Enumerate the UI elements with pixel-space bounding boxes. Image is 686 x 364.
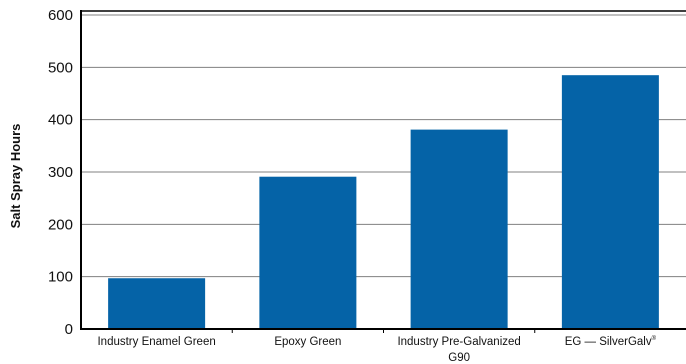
y-tick-label: 200: [48, 216, 73, 233]
y-tick-label: 600: [48, 7, 73, 24]
y-tick-label: 500: [48, 59, 73, 76]
bar: [410, 129, 508, 329]
y-tick-label: 100: [48, 269, 73, 286]
x-category-label: Epoxy Green: [274, 336, 341, 348]
y-tick-labels: 0 100 200 300 400 500 600: [48, 7, 73, 338]
y-tick-label: 400: [48, 112, 73, 129]
x-category-label: EG — SilverGalv®: [565, 335, 657, 348]
bar: [108, 278, 206, 329]
bar: [561, 75, 659, 329]
y-axis-label: Salt Spray Hours: [8, 124, 23, 229]
x-category-label: Industry Enamel Green: [97, 336, 215, 348]
y-tick-label: 0: [65, 321, 73, 338]
bars: [108, 75, 659, 329]
category-labels: Industry Enamel Green Epoxy Green Industry…: [97, 335, 656, 364]
axes: [80, 10, 686, 333]
bar: [259, 176, 357, 329]
x-category-label: Industry Pre-Galvanized G90: [397, 336, 520, 364]
y-tick-label: 300: [48, 164, 73, 181]
